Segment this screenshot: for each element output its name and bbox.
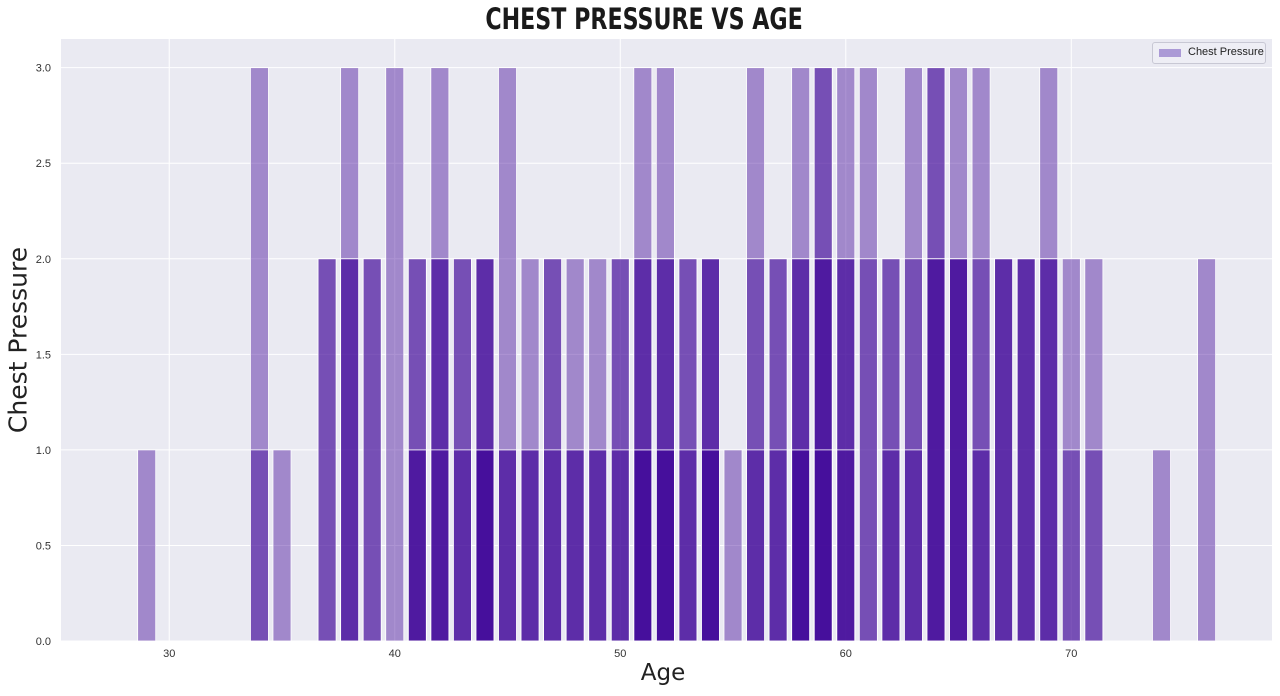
bars-group [137,67,1217,642]
bar [858,258,878,642]
y-tick-label: 1.5 [36,349,51,361]
y-axis-label: Chest Pressure [3,246,33,434]
bar [452,449,472,642]
x-tick-labels: 30 40 50 60 70 [163,648,1077,660]
legend: Chest Pressure [1152,42,1266,64]
bar [543,449,563,642]
bar [701,449,720,642]
bar [272,449,292,642]
bar [836,449,856,642]
bar [723,449,743,642]
bar [678,449,698,642]
bar [1039,258,1059,642]
y-tick-labels: 0.0 0.5 1.0 1.5 2.0 2.5 3.0 [36,63,51,648]
bar [746,449,765,642]
x-tick-label: 70 [1065,648,1077,660]
x-axis-label: Age [640,660,686,686]
x-tick-label: 30 [163,648,175,660]
bar [1084,449,1104,642]
bar [949,258,968,642]
bar [655,449,675,642]
y-tick-label: 3.0 [36,63,51,75]
bar [813,449,833,642]
x-tick-label: 60 [840,648,852,660]
bar [1197,258,1217,642]
y-tick-label: 1.0 [36,445,51,457]
bar [971,449,991,642]
bar [926,258,946,642]
bar [250,449,269,642]
bar [588,449,608,642]
bar [498,449,517,642]
bar [430,449,450,642]
bar [994,258,1014,642]
legend-swatch [1159,49,1181,57]
bar [633,449,653,642]
bar [565,449,585,642]
bar [520,449,540,642]
bar [1016,258,1036,642]
bar [362,258,382,642]
legend-label: Chest Pressure [1188,46,1264,58]
bar [881,449,901,642]
x-tick-label: 40 [389,648,401,660]
plot-background [61,39,1272,641]
bar [340,258,360,642]
bar [1061,449,1081,642]
y-tick-label: 0.5 [36,540,51,552]
bar [475,449,495,642]
y-tick-label: 2.5 [36,158,51,170]
bar [610,449,630,642]
y-tick-label: 2.0 [36,254,51,266]
y-tick-label: 0.0 [36,636,51,648]
bar [385,67,405,642]
x-tick-label: 50 [614,648,626,660]
bar [791,449,811,642]
bar [137,449,157,642]
bar [407,449,427,642]
bar [904,449,923,642]
bar [1152,449,1171,642]
chart-title: Chest Pressure vs Age [485,2,803,36]
bar [768,449,788,642]
bar [317,258,337,642]
